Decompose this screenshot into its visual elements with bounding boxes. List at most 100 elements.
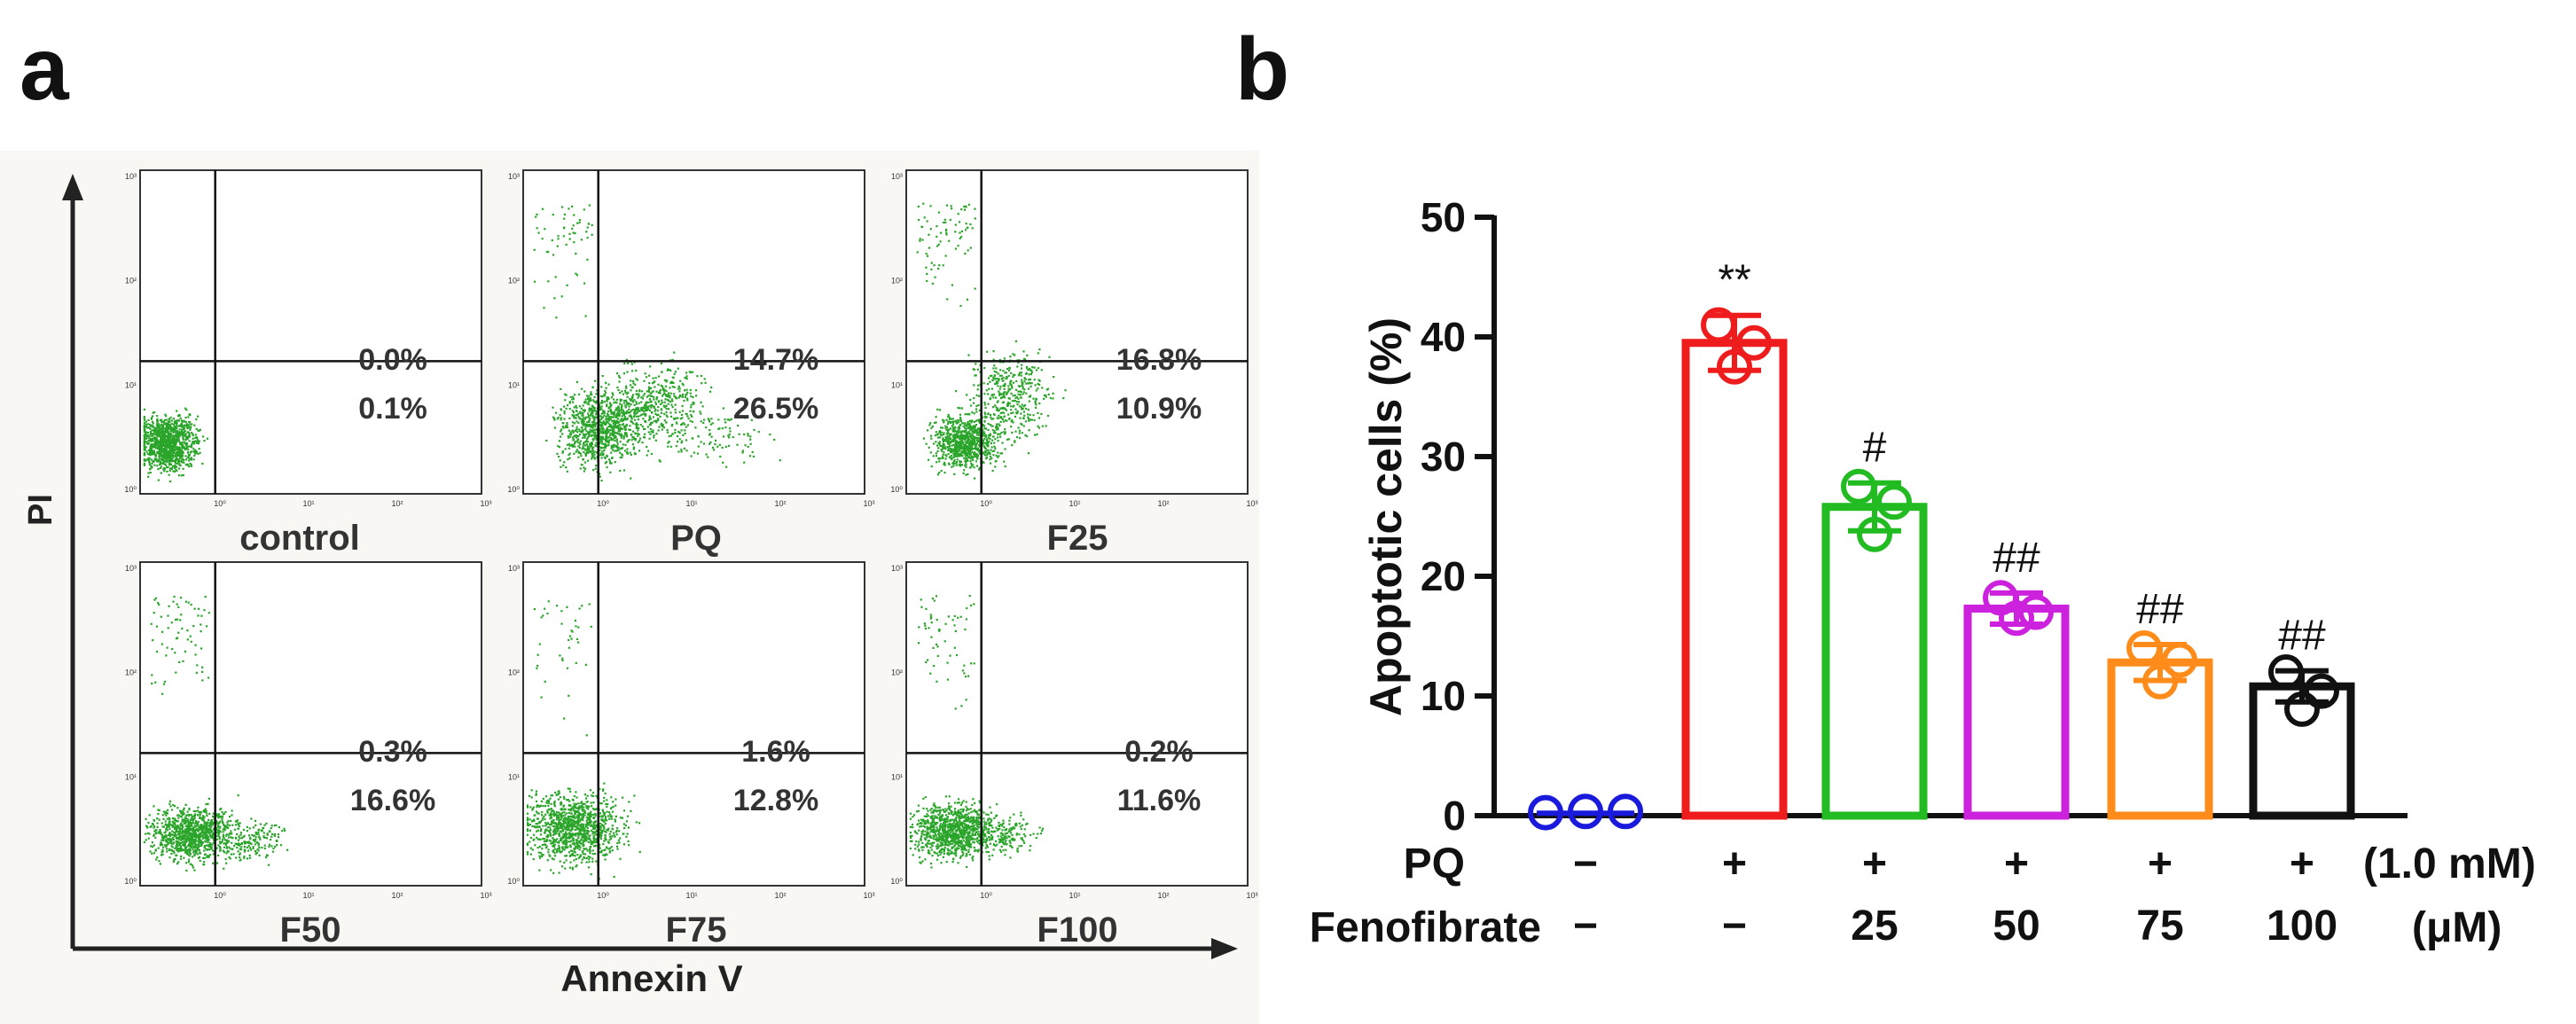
y-tick-label: 10² bbox=[508, 668, 520, 677]
data-point bbox=[2284, 691, 2320, 727]
x-tick-label: 10⁰ bbox=[980, 891, 992, 900]
x-tick-label: 10¹ bbox=[1069, 499, 1080, 508]
panel-a-label: a bbox=[20, 20, 70, 119]
flow-plot-dots bbox=[916, 202, 1067, 480]
y-tick-label: 0 bbox=[1443, 793, 1466, 839]
y-axis-label: Apoptotic cells (%) bbox=[1361, 317, 1411, 716]
y-tick-label: 10¹ bbox=[508, 380, 520, 389]
panel-b-label: b bbox=[1235, 20, 1289, 119]
y-tick-label: 10¹ bbox=[891, 380, 903, 389]
fenofibrate-row-value: 25 bbox=[1851, 903, 1898, 950]
y-tick-label: 10³ bbox=[125, 172, 137, 181]
y-tick-label: 10⁰ bbox=[507, 485, 520, 494]
x-tick-label: 10³ bbox=[480, 499, 491, 508]
data-point bbox=[1736, 324, 1772, 361]
y-tick-label: 10¹ bbox=[891, 772, 903, 781]
flow-plot-f25: 10⁰ 10¹ 10² 10³ 10⁰ 10¹ 10² 10³ 16.8% 10.9% F25 bbox=[890, 169, 1258, 558]
data-point bbox=[2304, 673, 2339, 709]
x-tick-label: 10¹ bbox=[685, 891, 697, 900]
flow-plot-f75: 10⁰ 10¹ 10² 10³ 10⁰ 10¹ 10² 10³ 1.6% 12.8% F75 bbox=[507, 561, 875, 950]
flow-plot-f50: 10⁰ 10¹ 10² 10³ 10⁰ 10¹ 10² 10³ 0.3% 16.6% F50 bbox=[124, 561, 492, 950]
y-tick-label: 10³ bbox=[125, 564, 137, 573]
flow-plot-name: F25 bbox=[1047, 519, 1108, 558]
fenofibrate-row-value: − bbox=[1573, 903, 1598, 950]
bar-pq-f100 bbox=[2249, 682, 2355, 820]
y-tick-label: 50 bbox=[1421, 194, 1466, 240]
x-tick-label: 10² bbox=[391, 499, 403, 508]
data-point bbox=[1876, 484, 1912, 520]
flow-plot-frame bbox=[522, 169, 865, 495]
y-tick-label: 10² bbox=[125, 668, 137, 677]
pq-row-value: − bbox=[1573, 840, 1598, 887]
y-tick-label: 10² bbox=[891, 668, 903, 677]
panel-a-x-arrowhead bbox=[1211, 938, 1238, 959]
y-tick-label: 10¹ bbox=[125, 772, 137, 781]
pq-row-value: + bbox=[1722, 840, 1747, 887]
lower-right-percentage: 12.8% bbox=[733, 784, 818, 817]
data-point bbox=[2142, 663, 2178, 700]
fenofibrate-row-value: − bbox=[1722, 903, 1747, 950]
x-tick-label: 10⁰ bbox=[214, 891, 226, 900]
flow-plot-dots bbox=[533, 204, 781, 482]
y-tick-label: 10⁰ bbox=[124, 485, 137, 494]
x-tick-label: 10⁰ bbox=[597, 891, 609, 900]
y-tick-label: 10¹ bbox=[125, 380, 137, 389]
y-tick-label: 10⁰ bbox=[124, 877, 137, 886]
x-tick-label: 10³ bbox=[1246, 499, 1257, 508]
flow-plot-name: F100 bbox=[1037, 911, 1117, 950]
y-tick-label: 10⁰ bbox=[890, 485, 903, 494]
upper-right-percentage: 1.6% bbox=[741, 735, 810, 769]
y-tick-label: 10 bbox=[1421, 673, 1466, 719]
fenofibrate-row-unit: (μM) bbox=[2412, 904, 2502, 951]
y-tick-label: 10³ bbox=[891, 564, 903, 573]
fenofibrate-row-value: 100 bbox=[2267, 903, 2337, 950]
significance-marker: ** bbox=[1718, 257, 1750, 304]
significance-marker: # bbox=[1863, 425, 1887, 472]
flow-plot-name: F75 bbox=[666, 911, 727, 950]
panel-a-y-label: PI bbox=[22, 494, 59, 526]
y-tick-label: 10⁰ bbox=[507, 877, 520, 886]
panel-a-x-label: Annexin V bbox=[560, 958, 742, 999]
upper-right-percentage: 14.7% bbox=[733, 343, 818, 377]
flow-plot-frame bbox=[522, 561, 865, 887]
x-tick-label: 10¹ bbox=[302, 499, 314, 508]
flow-plot-dots bbox=[909, 595, 1044, 869]
pq-row-value: + bbox=[2004, 840, 2029, 887]
x-tick-label: 10² bbox=[774, 499, 786, 508]
data-point bbox=[1528, 794, 1563, 831]
flow-plot-dots bbox=[143, 595, 289, 872]
bar-pq-f75 bbox=[2107, 658, 2213, 820]
bar-chart: 0 10 20 30 40 50 Apoptotic cells (%) − − ** + − # +25… bbox=[1310, 194, 2536, 951]
flow-plot-dots bbox=[526, 600, 641, 880]
lower-right-percentage: 0.1% bbox=[358, 392, 427, 426]
data-point bbox=[1701, 307, 1736, 343]
data-point bbox=[1841, 468, 1876, 504]
x-tick-label: 10³ bbox=[863, 499, 874, 508]
flow-plot-f100: 10⁰ 10¹ 10² 10³ 10⁰ 10¹ 10² 10³ 0.2% 11.6% F100 bbox=[890, 561, 1258, 950]
significance-marker: ## bbox=[2136, 586, 2184, 633]
y-tick-label: 10² bbox=[508, 277, 520, 285]
y-tick-label: 10¹ bbox=[508, 772, 520, 781]
flow-plot-name: control bbox=[239, 519, 360, 558]
pq-row-value: + bbox=[2148, 840, 2173, 887]
flow-plot-name: PQ bbox=[670, 519, 722, 558]
bar-pq bbox=[1681, 339, 1788, 820]
upper-right-percentage: 0.3% bbox=[358, 735, 427, 769]
data-point bbox=[1717, 348, 1752, 385]
x-tick-label: 10² bbox=[391, 891, 403, 900]
upper-right-percentage: 0.2% bbox=[1124, 735, 1194, 769]
pq-row-unit: (1.0 mM) bbox=[2363, 840, 2536, 887]
x-tick-label: 10⁰ bbox=[597, 499, 609, 508]
pq-row-value: + bbox=[1862, 840, 1887, 887]
lower-right-percentage: 26.5% bbox=[733, 392, 818, 426]
y-tick-label: 10⁰ bbox=[890, 877, 903, 886]
y-tick-label: 30 bbox=[1421, 434, 1466, 480]
y-tick-label: 10³ bbox=[508, 564, 520, 573]
y-tick-label: 10² bbox=[891, 277, 903, 285]
pq-row-value: + bbox=[2290, 840, 2314, 887]
fenofibrate-row-value: 75 bbox=[2136, 903, 2183, 950]
fenofibrate-row-label: Fenofibrate bbox=[1310, 904, 1541, 951]
significance-marker: ## bbox=[1993, 535, 2040, 582]
